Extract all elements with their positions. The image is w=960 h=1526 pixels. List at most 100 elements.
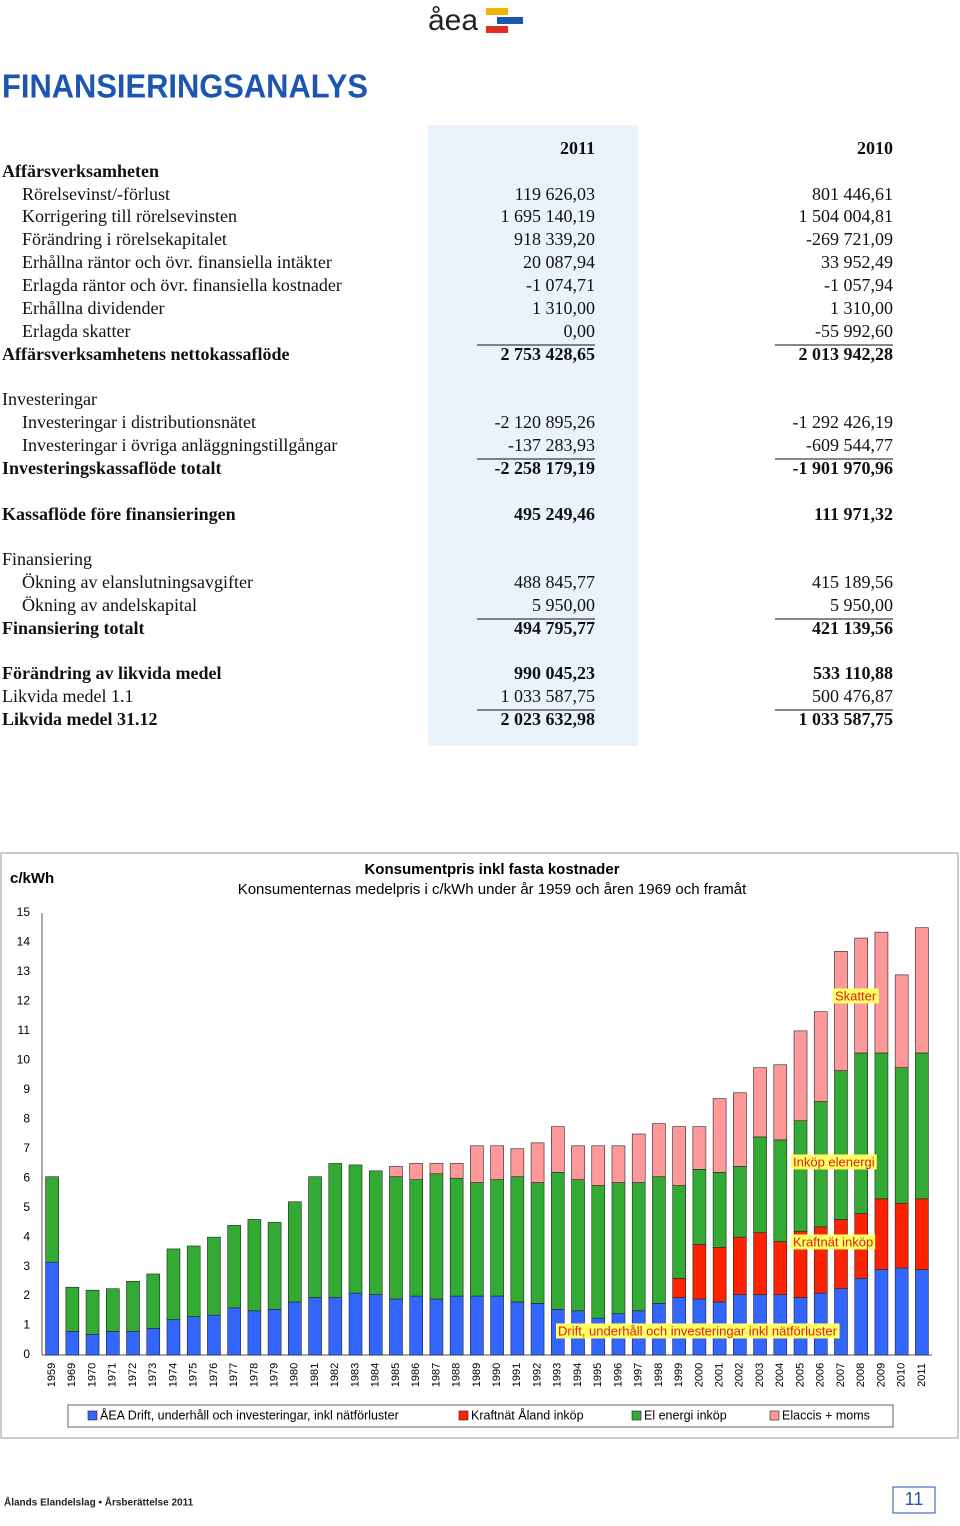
y-tick-label: 2 (23, 1288, 30, 1302)
bar-segment (874, 1198, 889, 1270)
cell: 533 110,88 (813, 663, 893, 683)
y-axis-label: c/kWh (10, 870, 54, 887)
bar-segment (894, 1067, 909, 1204)
bar-segment (65, 1331, 80, 1356)
bar-segment (773, 1241, 788, 1295)
bar-segment (449, 1163, 464, 1179)
bar-segment (166, 1248, 181, 1320)
cell: 1 033 587,75 (799, 709, 894, 729)
x-tick-label: 1972 (127, 1363, 139, 1387)
y-tick-label: 11 (18, 1023, 31, 1037)
row-label: Erlagda räntor och övr. finansiella kost… (22, 275, 342, 295)
cell: 500 476,87 (812, 686, 893, 706)
bar-segment (429, 1298, 444, 1356)
bar-segment (894, 974, 909, 1069)
x-tick-label: 2011 (916, 1363, 928, 1387)
x-tick-label: 1997 (633, 1363, 645, 1387)
bar-segment (207, 1236, 221, 1316)
bar-segment (915, 1269, 929, 1356)
legend-label: Kraftnät Åland inköp (471, 1407, 584, 1422)
bar-segment (652, 1176, 666, 1304)
bar-segment (753, 1232, 767, 1295)
x-tick-label: 2008 (855, 1363, 867, 1387)
row-label: Likvida medel 31.12 (2, 709, 158, 729)
y-tick-label: 7 (23, 1141, 30, 1155)
x-tick-label: 1987 (430, 1363, 442, 1387)
bar-segment (470, 1295, 484, 1356)
cell: 119 626,03 (515, 184, 595, 204)
bar-segment (591, 1185, 606, 1319)
x-tick-label: 1991 (511, 1363, 523, 1387)
bar-segment (227, 1307, 241, 1356)
cell: 1 310,00 (830, 298, 893, 318)
cell: 2 753 428,65 (501, 344, 596, 364)
bar-segment (510, 1176, 525, 1303)
y-tick-label: 0 (23, 1347, 30, 1361)
bar-segment (308, 1297, 322, 1356)
x-tick-label: 1995 (592, 1363, 604, 1387)
x-tick-label: 1988 (451, 1363, 463, 1387)
row-label: Affärsverksamhetens nettokassaflöde (2, 344, 289, 364)
bar-segment (207, 1314, 221, 1356)
bar-segment (611, 1145, 626, 1183)
bar-segment (166, 1319, 181, 1356)
bar-segment (308, 1176, 322, 1298)
bar-segment (227, 1225, 241, 1309)
annotation: Skatter (835, 988, 877, 1003)
x-tick-label: 2005 (794, 1363, 806, 1387)
cell: -269 721,09 (806, 229, 893, 249)
x-tick-label: 1975 (188, 1363, 200, 1387)
cell: 990 045,23 (514, 663, 595, 683)
y-tick-label: 15 (17, 905, 31, 919)
bar-segment (733, 1166, 747, 1238)
bar-segment (874, 1269, 889, 1356)
y-tick-label: 5 (23, 1200, 30, 1214)
legend-frame (67, 1404, 894, 1428)
cell: -1 074,71 (526, 275, 595, 295)
bar-segment (652, 1123, 666, 1178)
x-tick-label: 2006 (815, 1363, 827, 1387)
row-label: Erhållna räntor och övr. finansiella int… (22, 252, 332, 272)
x-tick-label: 2009 (875, 1363, 887, 1387)
cell: 111 971,32 (814, 504, 893, 524)
bar-segment (389, 1298, 403, 1356)
legend-label: ÅEA Drift, underhåll och investeringar, … (100, 1407, 399, 1422)
row-label: Erhållna dividender (22, 298, 164, 318)
bar-segment (854, 1278, 869, 1356)
bar-segment (247, 1219, 262, 1312)
x-tick-label: 1982 (329, 1363, 341, 1387)
bar-segment (470, 1182, 484, 1297)
page-title: FINANSIERINGSANALYS (2, 68, 368, 105)
cell: -609 544,77 (806, 435, 893, 455)
bar-segment (692, 1126, 707, 1170)
logo: åea (428, 4, 523, 37)
bar-segment (915, 927, 929, 1054)
bar-segment (288, 1201, 302, 1303)
legend-swatch (458, 1410, 469, 1421)
cell: 918 339,20 (514, 229, 595, 249)
row-label: Rörelsevinst/-förlust (22, 184, 170, 204)
bar-segment (348, 1164, 363, 1294)
cell: 1 310,00 (532, 298, 595, 318)
bar-segment (490, 1179, 504, 1297)
row-label: Investeringar (2, 389, 97, 409)
bar-segment (85, 1334, 100, 1356)
bar-segment (834, 951, 848, 1071)
legend-label: El energi inköp (644, 1408, 727, 1422)
y-tick-label: 9 (23, 1082, 30, 1096)
bar-segment (409, 1163, 424, 1180)
bar-segment (631, 1182, 646, 1312)
bar-segment (631, 1133, 646, 1183)
bar-segment (429, 1173, 444, 1300)
x-tick-label: 1993 (552, 1363, 564, 1387)
y-tick-label: 10 (17, 1053, 31, 1067)
bar-segment (894, 1202, 909, 1269)
cell: 1 504 004,81 (799, 206, 894, 226)
row-label: Ökning av andelskapital (22, 595, 197, 615)
bar-segment (550, 1172, 565, 1310)
bar-segment (389, 1166, 403, 1178)
bar-segment (894, 1267, 909, 1356)
row-label: Investeringar i övriga anläggningstillgå… (22, 435, 337, 455)
bar-segment (692, 1169, 707, 1245)
